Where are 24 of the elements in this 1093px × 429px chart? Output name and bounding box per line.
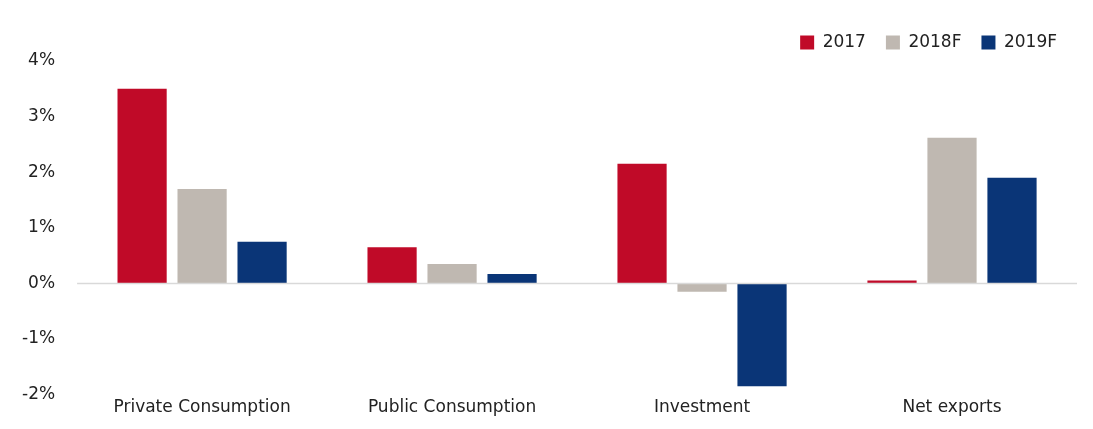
bar	[427, 263, 477, 284]
legend-label: 2019F	[1003, 30, 1057, 51]
legend-label: 2017	[822, 30, 866, 51]
y-tick-label: -2%	[21, 383, 56, 404]
legend-label: 2018F	[908, 30, 962, 51]
y-tick-label: 1%	[28, 216, 56, 237]
bar	[487, 273, 537, 284]
y-tick-label: 0%	[28, 271, 56, 292]
y-tick-label: 3%	[28, 105, 56, 126]
x-tick-label: Investment	[653, 396, 751, 417]
y-tick-label: 2%	[28, 160, 56, 181]
bar	[987, 177, 1037, 284]
x-tick-label: Public Consumption	[367, 396, 537, 417]
bar	[237, 241, 287, 284]
y-tick-label: 4%	[28, 49, 56, 70]
bar	[177, 188, 227, 284]
x-tick-label: Private Consumption	[113, 396, 291, 417]
bar	[367, 247, 417, 284]
bar	[737, 283, 787, 387]
bar	[617, 163, 667, 284]
y-tick-label: -1%	[21, 327, 56, 348]
x-tick-label: Net exports	[902, 396, 1002, 417]
bar	[117, 88, 167, 284]
bar	[927, 137, 977, 284]
